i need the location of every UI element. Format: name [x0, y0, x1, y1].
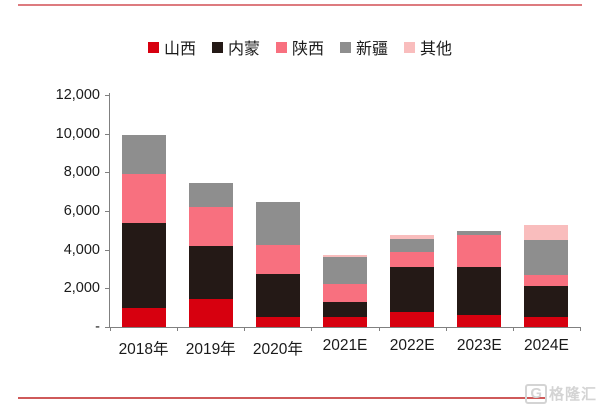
legend-item-3: 陕西: [275, 35, 324, 59]
x-axis-tick-mark: [177, 327, 179, 331]
legend-swatch-icon: [147, 41, 159, 53]
bar-segment-2024E-山西: [524, 317, 569, 327]
bar-segment-2018年-内蒙: [121, 222, 166, 308]
y-axis-tick-label: 12,000: [55, 87, 100, 103]
x-axis-tick-mark: [378, 327, 380, 331]
x-axis-label-2024E: 2024E: [524, 337, 569, 354]
y-axis-line: [109, 93, 110, 327]
y-axis-tick-mark: [105, 249, 110, 251]
bar-segment-2019年-内蒙: [188, 245, 233, 299]
x-axis-tick-mark: [512, 327, 514, 331]
x-axis-tick-mark: [445, 327, 447, 331]
bar-segment-2022E-陕西: [390, 251, 435, 268]
bar-segment-2021E-其他: [323, 254, 367, 258]
bar-segment-2018年-新疆: [121, 134, 166, 175]
legend-item-2: 内蒙: [211, 35, 260, 59]
legend-swatch-icon: [275, 41, 287, 53]
bottom-divider-line: [18, 397, 545, 399]
bar-segment-2018年-陕西: [121, 174, 166, 223]
x-axis-label-2022E: 2022E: [389, 337, 435, 354]
legend-label: 山西: [163, 41, 196, 58]
bar-segment-2024E-新疆: [524, 240, 569, 275]
gelonghui-watermark: G 格隆汇: [525, 383, 597, 404]
x-axis-line: [109, 327, 580, 328]
chart-legend: 山西 内蒙 陕西 新疆 其他: [0, 36, 600, 58]
plot-area: [110, 95, 580, 327]
watermark-text: 格隆汇: [548, 386, 597, 403]
y-axis-tick-label: 2,000: [63, 280, 100, 297]
top-divider-line: [18, 4, 582, 6]
x-axis-label-2023E: 2023E: [456, 337, 502, 354]
y-axis-tick-label: 6,000: [63, 203, 100, 219]
legend-label: 陕西: [291, 41, 324, 58]
legend-item-4: 新疆: [340, 35, 388, 59]
bar-segment-2020年-山西: [255, 317, 300, 327]
bar-segment-2023E-内蒙: [457, 267, 502, 316]
x-axis-label-2020年: 2020年: [252, 341, 303, 358]
bar-segment-2021E-内蒙: [323, 301, 367, 318]
bar-segment-2022E-山西: [390, 311, 435, 327]
y-axis-tick-mark: [105, 133, 110, 135]
y-axis-tick-mark: [105, 95, 110, 96]
bar-segment-2022E-新疆: [390, 239, 435, 252]
x-axis-label-2021E: 2021E: [322, 337, 368, 354]
legend-label: 其他: [420, 41, 453, 58]
legend-item-1: 山西: [147, 35, 196, 59]
x-axis-label-2018年: 2018年: [118, 341, 169, 358]
y-axis-tick-mark: [105, 288, 110, 290]
x-axis-tick-mark: [110, 327, 111, 331]
gelonghui-logo-icon: G: [525, 383, 547, 404]
bar-segment-2020年-新疆: [255, 202, 300, 245]
bar-segment-2023E-陕西: [457, 235, 502, 268]
x-axis-tick-mark: [244, 327, 246, 331]
y-axis-tick-mark: [105, 211, 110, 212]
y-axis-tick-label: 10,000: [55, 125, 100, 142]
bar-segment-2023E-新疆: [457, 231, 502, 236]
bar-segment-2018年-山西: [121, 307, 166, 327]
bar-segment-2021E-新疆: [323, 257, 367, 285]
y-axis-tick-label: -: [95, 319, 100, 335]
y-axis-tick-mark: [105, 327, 110, 328]
x-axis-tick-mark: [580, 327, 581, 331]
bar-segment-2021E-山西: [323, 317, 367, 327]
bar-segment-2024E-内蒙: [524, 286, 569, 318]
y-axis-tick-label: 8,000: [63, 164, 100, 181]
legend-swatch-icon: [211, 41, 223, 53]
bar-segment-2022E-内蒙: [390, 267, 435, 312]
bar-segment-2024E-其他: [524, 224, 569, 240]
bar-segment-2020年-内蒙: [255, 273, 300, 318]
bar-segment-2019年-新疆: [188, 182, 233, 208]
legend-swatch-icon: [340, 41, 351, 53]
legend-swatch-icon: [404, 41, 416, 53]
x-axis-label-2019年: 2019年: [185, 341, 236, 358]
bar-segment-2024E-陕西: [524, 274, 569, 287]
bar-segment-2019年-陕西: [188, 207, 233, 246]
bar-segment-2020年-陕西: [255, 244, 300, 274]
bar-segment-2023E-山西: [457, 315, 502, 327]
x-axis-tick-mark: [311, 327, 313, 331]
bar-segment-2022E-其他: [390, 235, 435, 240]
legend-label: 内蒙: [227, 41, 260, 58]
bar-segment-2021E-陕西: [323, 284, 367, 302]
y-axis-tick-mark: [105, 172, 110, 174]
legend-item-5: 其他: [404, 35, 452, 59]
y-axis-tick-label: 4,000: [63, 241, 100, 258]
legend-label: 新疆: [356, 41, 389, 58]
bar-segment-2019年-山西: [188, 298, 233, 327]
